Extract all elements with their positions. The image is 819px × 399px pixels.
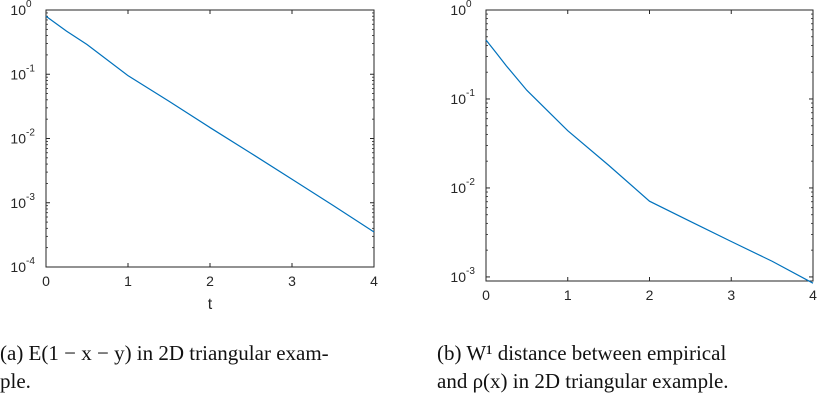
x-tick-label: 0 [42, 273, 50, 289]
y-tick-label: 10 [450, 2, 466, 18]
caption-b-line-2: and ρ(x) in 2D triangular example. [437, 369, 729, 393]
x-axis-label: t [208, 296, 213, 313]
plot-area-frame [485, 9, 814, 282]
x-tick-label: 2 [646, 287, 654, 303]
y-tick-exponent: -3 [466, 266, 475, 277]
y-tick-exponent: 0 [466, 0, 472, 10]
y-tick-exponent: -4 [26, 256, 35, 267]
y-tick-exponent: -1 [466, 88, 475, 99]
y-tick-label: 10 [450, 91, 466, 107]
y-tick-label: 10 [450, 180, 466, 196]
x-tick-label: 4 [370, 273, 378, 289]
series-line [45, 15, 375, 233]
chart-a: 0 1 2 3 410-410-310-210-110 0t [10, 0, 378, 313]
plot-area-frame [45, 9, 375, 268]
y-tick-label: 10 [10, 2, 26, 18]
x-tick-label: 1 [564, 287, 572, 303]
y-tick-label: 10 [10, 66, 26, 82]
x-tick-label: 4 [809, 287, 817, 303]
y-tick-label: 10 [10, 131, 26, 147]
x-tick-label: 0 [482, 287, 490, 303]
y-tick-label: 10 [10, 195, 26, 211]
series-line [485, 39, 814, 284]
y-tick-exponent: -2 [26, 128, 35, 139]
y-tick-label: 10 [10, 259, 26, 275]
y-tick-label: 10 [450, 269, 466, 285]
x-tick-label: 2 [206, 273, 214, 289]
y-tick-exponent: 0 [26, 0, 32, 10]
caption-a-line-1: (a) E(1 − x − y) in 2D triangular exam- [0, 341, 329, 365]
x-tick-label: 3 [727, 287, 735, 303]
x-tick-label: 3 [288, 273, 296, 289]
y-tick-exponent: -3 [26, 192, 35, 203]
y-tick-exponent: -1 [26, 63, 35, 74]
x-tick-label: 1 [124, 273, 132, 289]
caption-b-line-1: (b) W¹ distance between empirical [437, 341, 727, 365]
caption-a-line-2: ple. [0, 369, 31, 393]
y-tick-exponent: -2 [466, 177, 475, 188]
